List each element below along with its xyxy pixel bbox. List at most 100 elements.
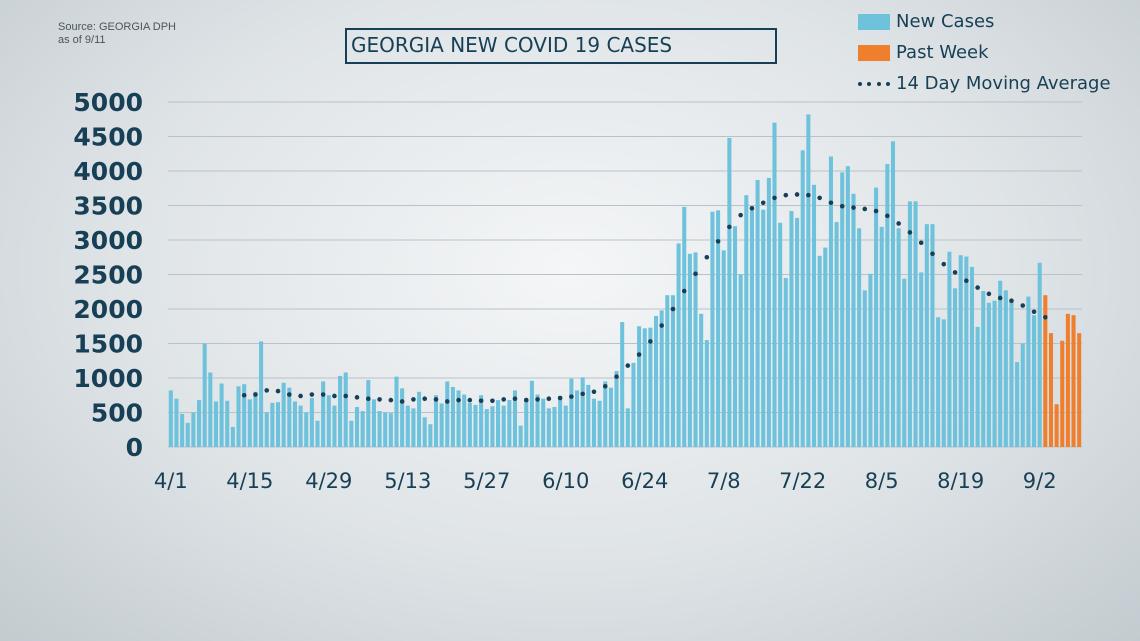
moving-average-point bbox=[659, 323, 664, 328]
moving-average-point bbox=[320, 392, 326, 397]
moving-average-point bbox=[287, 392, 292, 397]
past-week-bar bbox=[1060, 340, 1065, 447]
new-cases-bar bbox=[817, 255, 822, 447]
new-cases-bar bbox=[411, 408, 416, 447]
new-cases-bar bbox=[242, 384, 247, 447]
moving-average-point bbox=[241, 392, 247, 398]
chart-title: GEORGIA NEW COVID 19 CASES bbox=[345, 28, 777, 64]
moving-average-point bbox=[557, 395, 563, 401]
moving-average-point bbox=[377, 397, 382, 402]
source-line: Source: GEORGIA DPH bbox=[58, 21, 176, 33]
new-cases-bar bbox=[620, 322, 625, 447]
moving-average-point bbox=[907, 230, 913, 235]
new-cases-bar bbox=[603, 381, 608, 447]
new-cases-bar bbox=[417, 391, 422, 447]
new-cases-bar bbox=[259, 341, 264, 447]
new-cases-bar bbox=[208, 372, 213, 447]
new-cases-bar bbox=[676, 243, 681, 447]
new-cases-bar bbox=[789, 211, 794, 447]
moving-average-point bbox=[964, 278, 969, 284]
moving-average-point bbox=[681, 288, 687, 294]
new-cases-bar bbox=[670, 295, 675, 447]
x-tick-label: 4/15 bbox=[226, 469, 273, 493]
new-cases-bar bbox=[360, 411, 365, 447]
new-cases-bar bbox=[287, 387, 292, 447]
y-tick-label: 1000 bbox=[73, 364, 143, 393]
new-cases-bar bbox=[326, 395, 331, 447]
moving-average-point bbox=[275, 388, 281, 394]
moving-average-point bbox=[501, 397, 506, 402]
new-cases-bar bbox=[456, 390, 461, 447]
new-cases-bar bbox=[309, 398, 314, 447]
new-cases-bar bbox=[304, 412, 309, 447]
moving-average-point bbox=[636, 352, 642, 357]
new-cases-bar bbox=[332, 405, 337, 447]
new-cases-bar bbox=[665, 295, 670, 447]
legend-label-moving-avg: 14 Day Moving Average bbox=[896, 73, 1111, 94]
legend-label-new-cases: New Cases bbox=[896, 11, 995, 32]
new-cases-bar bbox=[761, 209, 766, 447]
moving-average-point bbox=[918, 240, 924, 246]
new-cases-bar bbox=[755, 179, 760, 447]
new-cases-bar bbox=[230, 426, 235, 447]
new-cases-bar bbox=[450, 386, 455, 447]
new-cases-bar bbox=[924, 224, 929, 447]
new-cases-bar bbox=[377, 411, 382, 447]
moving-average-point bbox=[422, 396, 428, 402]
new-cases-bar bbox=[749, 208, 754, 447]
new-cases-bar bbox=[969, 266, 975, 447]
moving-avg-swatch bbox=[858, 81, 890, 86]
moving-average-point bbox=[738, 212, 743, 218]
new-cases-bar bbox=[569, 378, 574, 447]
moving-average-point bbox=[332, 393, 337, 399]
new-cases-bar bbox=[653, 315, 659, 447]
new-cases-bar bbox=[648, 327, 653, 447]
new-cases-bar bbox=[930, 224, 935, 447]
moving-average-point bbox=[309, 392, 315, 397]
new-cases-bar bbox=[552, 406, 557, 447]
moving-average-point bbox=[851, 205, 856, 210]
new-cases-bar bbox=[281, 382, 286, 447]
moving-average-point bbox=[896, 221, 901, 226]
new-cases-bar bbox=[998, 280, 1003, 447]
new-cases-bar bbox=[631, 362, 636, 447]
new-cases-bar bbox=[236, 386, 241, 447]
new-cases-bar bbox=[490, 406, 495, 447]
new-cases-bar bbox=[766, 177, 771, 447]
as-of-line: as of 9/11 bbox=[58, 34, 106, 46]
new-cases-swatch bbox=[858, 13, 890, 30]
new-cases-bar bbox=[862, 290, 867, 447]
new-cases-bar bbox=[507, 400, 512, 447]
new-cases-bar bbox=[885, 164, 890, 447]
new-cases-bar bbox=[986, 302, 991, 447]
moving-average-point bbox=[806, 192, 811, 198]
moving-average-point bbox=[478, 398, 484, 404]
new-cases-bar bbox=[828, 156, 833, 447]
new-cases-bar bbox=[225, 400, 230, 447]
new-cases-bar bbox=[496, 400, 501, 447]
new-cases-bar bbox=[783, 277, 788, 447]
new-cases-bar bbox=[591, 398, 597, 447]
new-cases-bar bbox=[975, 326, 980, 447]
moving-average-point bbox=[783, 192, 789, 198]
moving-average-point bbox=[772, 195, 777, 201]
y-tick-label: 3000 bbox=[73, 226, 143, 255]
moving-average-point bbox=[388, 397, 394, 403]
new-cases-bar bbox=[874, 187, 879, 447]
moving-average-point bbox=[625, 363, 631, 368]
new-cases-bar bbox=[879, 226, 884, 447]
new-cases-bar bbox=[699, 313, 704, 447]
moving-average-point bbox=[749, 205, 755, 211]
new-cases-bar bbox=[907, 201, 912, 447]
new-cases-bar bbox=[535, 394, 540, 447]
new-cases-bar bbox=[896, 228, 901, 447]
new-cases-bar bbox=[180, 413, 185, 447]
x-tick-label: 6/10 bbox=[542, 469, 589, 493]
new-cases-bar bbox=[321, 381, 326, 447]
moving-average-point bbox=[614, 374, 619, 379]
new-cases-bar bbox=[727, 137, 732, 447]
legend-item-past-week: Past Week bbox=[858, 37, 1111, 68]
past-week-swatch bbox=[858, 44, 890, 61]
x-tick-label: 7/8 bbox=[707, 469, 741, 493]
